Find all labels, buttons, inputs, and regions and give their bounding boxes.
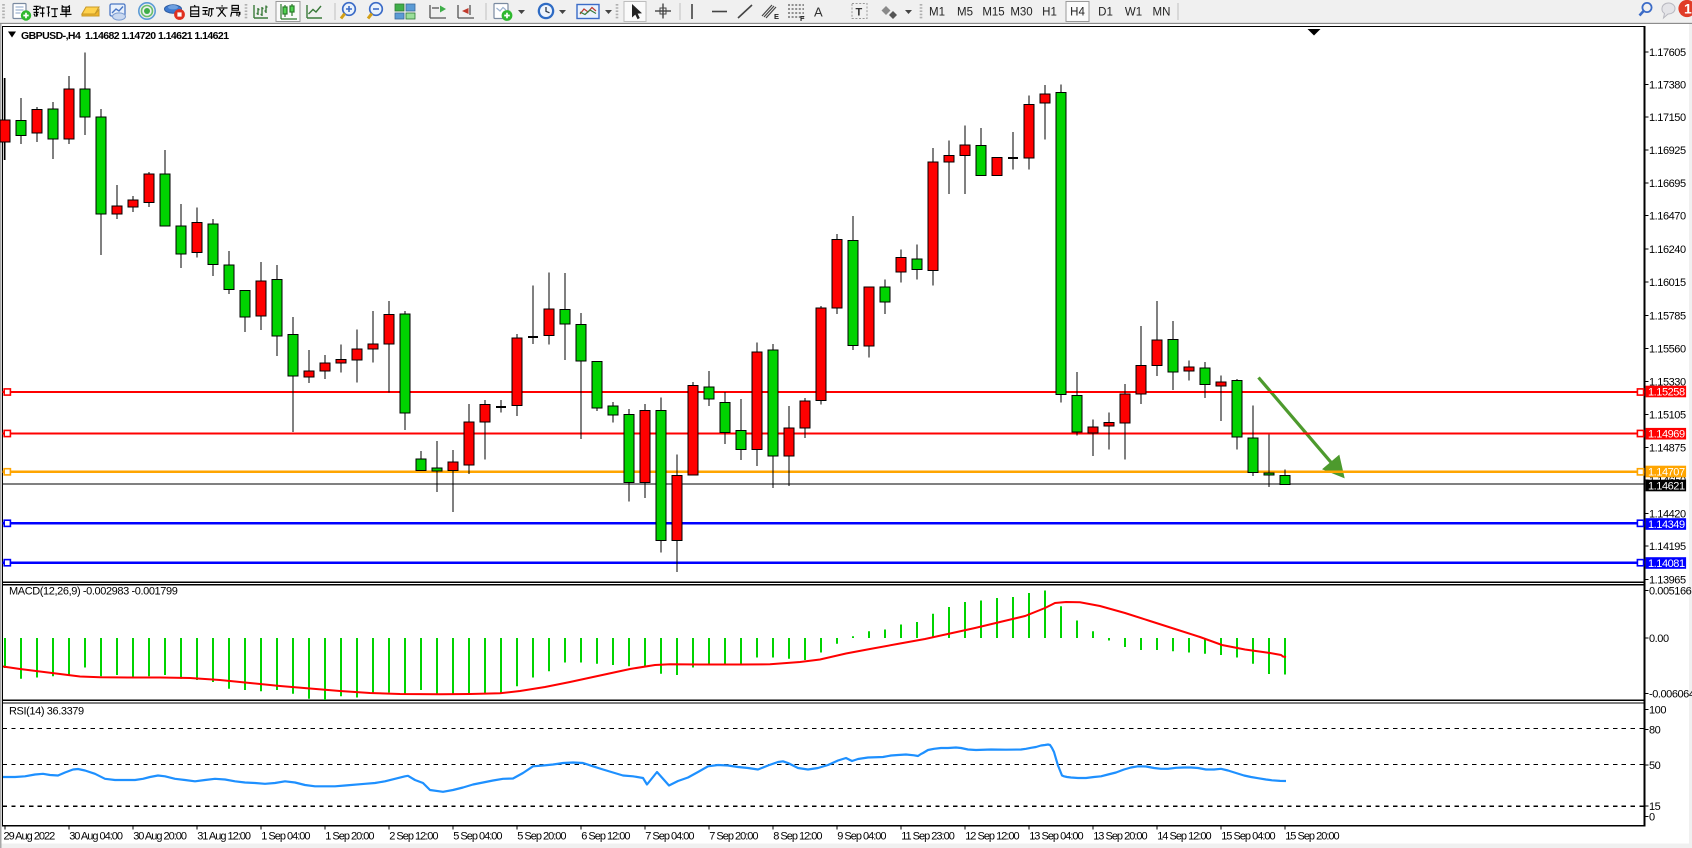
svg-text:5 Sep 20:00: 5 Sep 20:00	[517, 831, 566, 843]
svg-text:1.14707: 1.14707	[1648, 467, 1685, 479]
svg-text:1.16925: 1.16925	[1649, 145, 1686, 157]
svg-text:W1: W1	[1125, 7, 1142, 19]
svg-text:M1: M1	[929, 7, 945, 19]
svg-text:E: E	[774, 12, 779, 21]
svg-text:8 Sep 12:00: 8 Sep 12:00	[773, 831, 822, 843]
svg-text:1.15560: 1.15560	[1649, 344, 1686, 356]
svg-text:7 Sep 04:00: 7 Sep 04:00	[645, 831, 694, 843]
svg-text:1.17380: 1.17380	[1649, 80, 1686, 92]
svg-text:1.15258: 1.15258	[1648, 387, 1685, 399]
svg-text:1.14081: 1.14081	[1648, 558, 1685, 570]
svg-text:80: 80	[1649, 725, 1661, 737]
svg-text:1.16470: 1.16470	[1649, 211, 1686, 223]
svg-text:1.16240: 1.16240	[1649, 244, 1686, 256]
svg-text:GBPUSD-,H4 1.14682 1.14720 1.: GBPUSD-,H4 1.14682 1.14720 1.14621 1.146…	[21, 30, 229, 42]
svg-text:1.17605: 1.17605	[1649, 47, 1686, 59]
svg-text:15 Sep 04:00: 15 Sep 04:00	[1221, 831, 1275, 843]
svg-text:1.14349: 1.14349	[1648, 519, 1685, 531]
svg-text:1.16695: 1.16695	[1649, 178, 1686, 190]
svg-text:A: A	[814, 5, 823, 20]
svg-text:MACD(12,26,9) -0.002983 -0.001: MACD(12,26,9) -0.002983 -0.001799	[9, 586, 178, 598]
svg-text:D1: D1	[1098, 7, 1113, 19]
svg-text:1.14195: 1.14195	[1649, 541, 1686, 553]
svg-text:6 Sep 12:00: 6 Sep 12:00	[581, 831, 630, 843]
svg-text:13 Sep 04:00: 13 Sep 04:00	[1029, 831, 1083, 843]
svg-text:1.14969: 1.14969	[1648, 429, 1685, 441]
svg-text:M30: M30	[1010, 7, 1032, 19]
svg-text:50: 50	[1649, 760, 1661, 772]
svg-text:2 Sep 12:00: 2 Sep 12:00	[389, 831, 438, 843]
svg-text:1.14420: 1.14420	[1649, 509, 1686, 521]
svg-text:13 Sep 20:00: 13 Sep 20:00	[1093, 831, 1147, 843]
svg-text:1.14621: 1.14621	[1648, 481, 1685, 493]
svg-text:1.13965: 1.13965	[1649, 575, 1686, 587]
svg-text:7 Sep 20:00: 7 Sep 20:00	[709, 831, 758, 843]
svg-text:-0.006064: -0.006064	[1649, 689, 1692, 701]
svg-text:15: 15	[1649, 801, 1661, 813]
svg-text:1 Sep 20:00: 1 Sep 20:00	[325, 831, 374, 843]
svg-text:30 Aug 04:00: 30 Aug 04:00	[69, 831, 123, 843]
svg-text:F: F	[800, 14, 805, 23]
svg-text:0: 0	[1649, 812, 1655, 824]
svg-text:29 Aug 2022: 29 Aug 2022	[4, 831, 56, 843]
svg-text:100: 100	[1649, 705, 1666, 717]
svg-text:H1: H1	[1042, 7, 1057, 19]
svg-text:1.15330: 1.15330	[1649, 377, 1686, 389]
svg-text:MN: MN	[1153, 7, 1171, 19]
svg-text:12 Sep 12:00: 12 Sep 12:00	[965, 831, 1019, 843]
svg-text:1 Sep 04:00: 1 Sep 04:00	[261, 831, 310, 843]
svg-text:1: 1	[1684, 1, 1692, 17]
svg-text:15 Sep 20:00: 15 Sep 20:00	[1285, 831, 1339, 843]
svg-text:11 Sep 23:00: 11 Sep 23:00	[901, 831, 955, 843]
svg-text:9 Sep 04:00: 9 Sep 04:00	[837, 831, 886, 843]
svg-text:0.005166: 0.005166	[1649, 586, 1692, 598]
svg-text:T: T	[856, 7, 863, 19]
svg-text:RSI(14) 36.3379: RSI(14) 36.3379	[9, 706, 84, 718]
svg-text:1.17150: 1.17150	[1649, 112, 1686, 124]
svg-text:0.00: 0.00	[1649, 633, 1669, 645]
svg-text:M15: M15	[982, 7, 1004, 19]
svg-text:5 Sep 04:00: 5 Sep 04:00	[453, 831, 502, 843]
svg-text:1.16015: 1.16015	[1649, 277, 1686, 289]
svg-text:14 Sep 12:00: 14 Sep 12:00	[1157, 831, 1211, 843]
svg-text:1.15785: 1.15785	[1649, 311, 1686, 323]
svg-text:H4: H4	[1070, 7, 1085, 19]
svg-text:31 Aug 12:00: 31 Aug 12:00	[197, 831, 251, 843]
svg-text:30 Aug 20:00: 30 Aug 20:00	[133, 831, 187, 843]
svg-text:1.14875: 1.14875	[1649, 443, 1686, 455]
svg-text:1.15105: 1.15105	[1649, 410, 1686, 422]
svg-text:M5: M5	[957, 7, 973, 19]
